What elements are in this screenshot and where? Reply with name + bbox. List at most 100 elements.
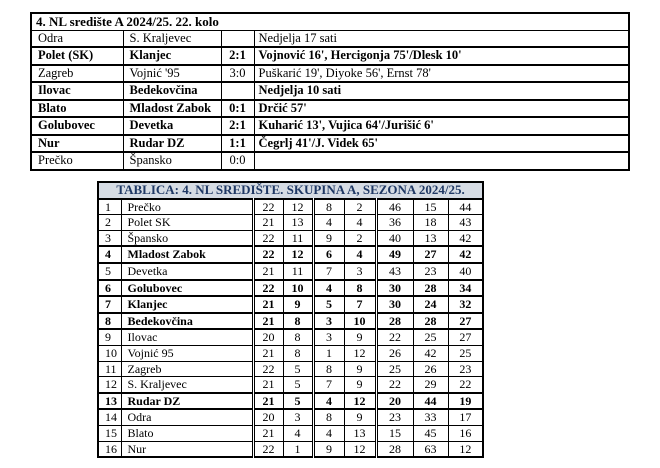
home-team-cell: Golubovec xyxy=(30,116,124,136)
position-cell: 4 xyxy=(97,245,122,264)
points-cell: 32 xyxy=(447,295,484,314)
team-cell: Klanjec xyxy=(120,295,254,314)
goals-against-cell: 28 xyxy=(412,278,449,298)
home-team-cell: Prečko xyxy=(30,151,124,170)
team-cell: Zagreb xyxy=(120,360,254,378)
team-cell: Devetka xyxy=(120,262,254,281)
draws-cell: 4 xyxy=(311,391,345,411)
goals-for-cell: 26 xyxy=(374,344,414,362)
standings-row: 11 Zagreb 22 5 8 9 25 26 23 xyxy=(97,360,484,378)
position-cell: 3 xyxy=(97,229,122,247)
wins-cell: 12 xyxy=(282,245,314,264)
wins-cell: 13 xyxy=(282,214,314,231)
losses-cell: 4 xyxy=(343,245,377,264)
played-cell: 22 xyxy=(251,440,284,458)
team-cell: Golubovec xyxy=(120,278,254,298)
draws-cell: 8 xyxy=(311,198,345,216)
details-cell: Nedjelja 10 sati xyxy=(253,81,630,101)
goals-against-cell: 27 xyxy=(412,245,449,264)
away-team-cell: Devetka xyxy=(122,116,222,136)
points-cell: 43 xyxy=(447,214,484,231)
score-cell: 3:0 xyxy=(220,64,255,83)
goals-for-cell: 49 xyxy=(374,245,414,264)
team-cell: Polet SK xyxy=(120,214,254,231)
standings-row: 3 Špansko 22 11 9 2 40 13 42 xyxy=(97,229,484,247)
played-cell: 21 xyxy=(251,262,284,281)
home-team-cell: Polet (SK) xyxy=(30,46,124,66)
played-cell: 22 xyxy=(251,245,284,264)
losses-cell: 9 xyxy=(343,376,377,394)
goals-for-cell: 23 xyxy=(374,408,414,426)
played-cell: 21 xyxy=(251,424,284,442)
goals-for-cell: 22 xyxy=(374,376,414,394)
played-cell: 20 xyxy=(251,328,284,346)
results-title-row: 4. NL središte A 2024/25. 22. kolo xyxy=(30,12,630,31)
goals-against-cell: 25 xyxy=(412,328,449,346)
position-cell: 2 xyxy=(97,214,122,231)
points-cell: 27 xyxy=(447,311,484,331)
away-team-cell: Vojnić '95 xyxy=(122,64,222,83)
goals-for-cell: 43 xyxy=(374,262,414,281)
result-row: Zagreb Vojnić '95 3:0 Puškarić 19', Diyoke … xyxy=(30,64,630,83)
score-cell: 2:1 xyxy=(220,46,255,66)
goals-against-cell: 18 xyxy=(412,214,449,231)
position-cell: 9 xyxy=(97,328,122,346)
team-cell: Blato xyxy=(120,424,254,442)
goals-against-cell: 13 xyxy=(412,229,449,247)
losses-cell: 12 xyxy=(343,440,377,458)
position-cell: 12 xyxy=(97,376,122,394)
result-row: Golubovec Devetka 2:1 Kuharić 13', Vujica 6… xyxy=(30,116,630,136)
wins-cell: 8 xyxy=(282,328,314,346)
goals-against-cell: 45 xyxy=(412,424,449,442)
goals-for-cell: 22 xyxy=(374,328,414,346)
position-cell: 13 xyxy=(97,391,122,411)
wins-cell: 10 xyxy=(282,278,314,298)
points-cell: 12 xyxy=(447,440,484,458)
points-cell: 22 xyxy=(447,376,484,394)
team-cell: Špansko xyxy=(120,229,254,247)
details-cell xyxy=(253,151,630,170)
standings-row: 9 Ilovac 20 8 3 9 22 25 27 xyxy=(97,328,484,346)
goals-for-cell: 15 xyxy=(374,424,414,442)
goals-for-cell: 25 xyxy=(374,360,414,378)
home-team-cell: Nur xyxy=(30,133,124,153)
away-team-cell: S. Kraljevec xyxy=(122,29,222,48)
home-team-cell: Ilovac xyxy=(30,81,124,101)
played-cell: 21 xyxy=(251,344,284,362)
played-cell: 20 xyxy=(251,408,284,426)
details-cell: Kuharić 13', Vujica 64'/Jurišić 6' xyxy=(253,116,630,136)
team-cell: Rudar DZ xyxy=(120,391,254,411)
team-cell: Bedekovčina xyxy=(120,311,254,331)
score-cell: 0:1 xyxy=(220,98,255,118)
home-team-cell: Blato xyxy=(30,98,124,118)
played-cell: 22 xyxy=(251,360,284,378)
points-cell: 42 xyxy=(447,245,484,264)
position-cell: 10 xyxy=(97,344,122,362)
position-cell: 6 xyxy=(97,278,122,298)
wins-cell: 11 xyxy=(282,229,314,247)
away-team-cell: Špansko xyxy=(122,151,222,170)
away-team-cell: Rudar DZ xyxy=(122,133,222,153)
losses-cell: 4 xyxy=(343,214,377,231)
points-cell: 27 xyxy=(447,328,484,346)
played-cell: 22 xyxy=(251,198,284,216)
position-cell: 11 xyxy=(97,360,122,378)
position-cell: 15 xyxy=(97,424,122,442)
draws-cell: 7 xyxy=(311,376,345,394)
goals-for-cell: 30 xyxy=(374,278,414,298)
wins-cell: 1 xyxy=(282,440,314,458)
losses-cell: 8 xyxy=(343,278,377,298)
draws-cell: 4 xyxy=(311,424,345,442)
away-team-cell: Mladost Zabok xyxy=(122,98,222,118)
points-cell: 42 xyxy=(447,229,484,247)
draws-cell: 3 xyxy=(311,311,345,331)
goals-against-cell: 23 xyxy=(412,262,449,281)
goals-against-cell: 33 xyxy=(412,408,449,426)
draws-cell: 5 xyxy=(311,295,345,314)
team-cell: Mladost Zabok xyxy=(120,245,254,264)
position-cell: 7 xyxy=(97,295,122,314)
draws-cell: 6 xyxy=(311,245,345,264)
results-table: 4. NL središte A 2024/25. 22. kolo Odra S… xyxy=(30,12,630,171)
standings-row: 2 Polet SK 21 13 4 4 36 18 43 xyxy=(97,214,484,231)
